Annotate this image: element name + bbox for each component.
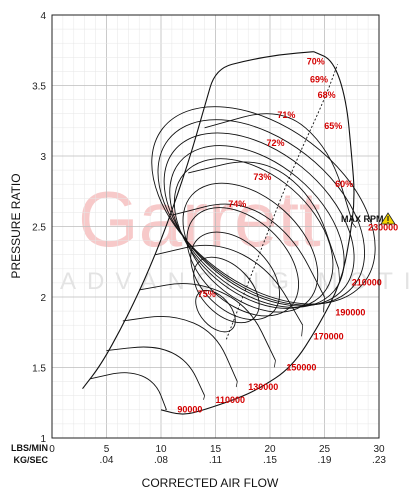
efficiency-contour — [163, 132, 355, 307]
chart-labels: 0 5 10 15 20 25 30 .04 .08 .11 .15 .19 .23 1 1.5 2 2.5 3 3… — [32, 11, 398, 466]
x-tick-label: 20 — [264, 444, 276, 455]
y-tick-label: 3.5 — [32, 82, 46, 93]
efficiency-label: 65% — [324, 121, 342, 131]
y-tick-label: 4 — [40, 11, 46, 22]
x-tick-label-kg: .23 — [372, 455, 386, 466]
x-tick-label: 5 — [104, 444, 110, 455]
efficiency-contour — [186, 207, 300, 317]
x-tick-label: 0 — [49, 444, 55, 455]
y-tick-label: 1 — [40, 434, 46, 445]
speed-line — [122, 316, 238, 382]
speed-line — [155, 244, 304, 326]
x-tick-label-kg: .19 — [318, 455, 332, 466]
efficiency-label: 74% — [228, 199, 246, 209]
speed-leader-line — [323, 296, 325, 313]
x-unit-lbs: LBS/MIN — [11, 443, 48, 453]
warning-icon — [380, 212, 396, 225]
speed-label: 130000 — [248, 382, 278, 392]
choke-line — [160, 51, 355, 415]
x-tick-label: 30 — [373, 444, 385, 455]
efficiency-label: 73% — [253, 172, 271, 182]
efficiency-contour — [182, 182, 319, 313]
efficiency-contour — [190, 231, 281, 321]
x-axis-title: CORRECTED AIR FLOW — [142, 476, 279, 490]
speed-line — [204, 113, 354, 224]
speed-line — [188, 161, 340, 269]
y-tick-label: 3 — [40, 152, 46, 163]
efficiency-contour — [193, 256, 260, 324]
max-rpm-dotted-line — [225, 64, 339, 340]
grid-lines — [51, 14, 380, 439]
speed-leader-line — [235, 381, 238, 388]
x-tick-label-kg: .11 — [209, 455, 223, 466]
speed-label: 230000 — [368, 223, 398, 233]
speed-label: 90000 — [177, 405, 202, 415]
efficiency-label: 69% — [310, 75, 328, 85]
efficiency-label: 60% — [335, 179, 353, 189]
speed-leader-line — [352, 223, 357, 228]
watermark-brand: Garrett — [78, 175, 321, 263]
map-boundary — [82, 51, 355, 415]
speed-label: 110000 — [216, 395, 246, 405]
efficiency-contour — [195, 289, 236, 333]
max-rpm-label: MAX RPM — [341, 214, 384, 224]
speed-line — [139, 283, 276, 361]
surge-line — [82, 51, 314, 389]
x-tick-label: 15 — [210, 444, 222, 455]
efficiency-label: 75% — [198, 289, 216, 299]
efficiency-label: 70% — [307, 56, 325, 66]
efficiency-contour — [169, 145, 345, 308]
y-tick-label: 2.5 — [32, 223, 46, 234]
efficiency-contour — [157, 119, 366, 306]
speed-leader-line — [203, 395, 205, 400]
speed-line — [171, 203, 325, 298]
speed-label: 150000 — [286, 362, 316, 372]
speed-leader-line — [301, 325, 304, 337]
y-tick-label: 1.5 — [32, 364, 46, 375]
x-tick-label-kg: .08 — [154, 455, 168, 466]
efficiency-label: 71% — [277, 110, 295, 120]
speed-line — [90, 372, 167, 410]
speed-label: 170000 — [314, 331, 344, 341]
speed-label: 190000 — [335, 307, 365, 317]
efficiency-contour — [151, 106, 376, 305]
plot-frame — [51, 14, 380, 439]
x-tick-label-kg: .15 — [263, 455, 277, 466]
efficiency-label: 68% — [318, 90, 336, 100]
speed-lines — [90, 113, 357, 411]
efficiency-islands — [151, 106, 376, 333]
speed-line — [106, 346, 206, 396]
speed-leader-line — [274, 360, 276, 368]
y-tick-label: 2 — [40, 293, 46, 304]
speed-label: 210000 — [352, 278, 382, 288]
x-tick-label: 10 — [155, 444, 167, 455]
x-unit-kg: KG/SEC — [13, 455, 48, 465]
x-tick-label-kg: .04 — [100, 455, 114, 466]
x-tick-label: 25 — [319, 444, 331, 455]
y-axis-title: PRESSURE RATIO — [9, 173, 23, 278]
efficiency-label: 72% — [266, 138, 284, 148]
